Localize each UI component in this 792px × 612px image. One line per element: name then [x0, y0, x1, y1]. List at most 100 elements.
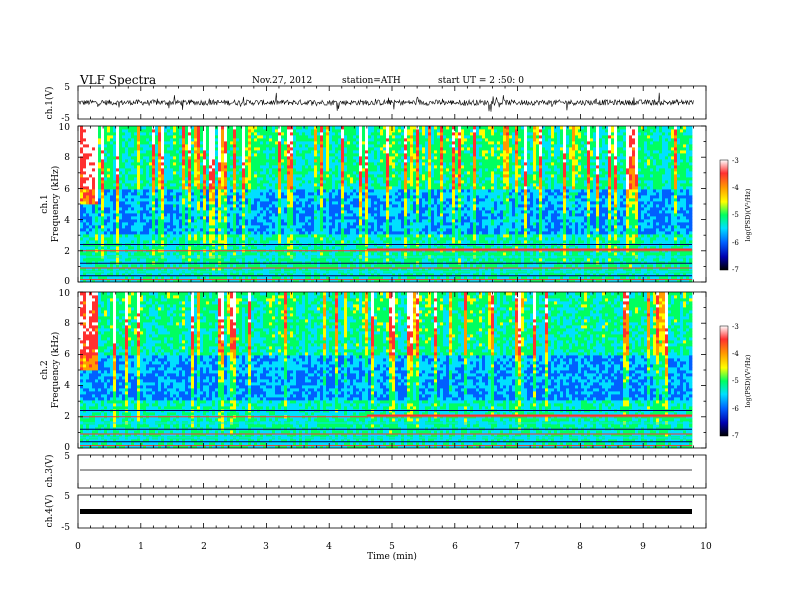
spectrogram-cell	[350, 168, 354, 172]
spectrogram-cell	[314, 186, 318, 190]
spectrogram-cell	[119, 192, 123, 196]
spectrogram-cell	[248, 186, 252, 190]
spectrogram-cell	[146, 186, 150, 190]
spectrogram-cell	[251, 261, 255, 265]
spectrogram-cell	[194, 138, 198, 142]
spectrogram-cell	[311, 261, 315, 265]
spectrogram-cell	[323, 246, 327, 250]
spectrogram-cell	[341, 159, 345, 163]
spectrogram-cell	[332, 234, 336, 238]
spectrogram-cell	[317, 210, 321, 214]
spectrogram-cell	[350, 261, 354, 265]
spectrogram-cell	[92, 159, 96, 163]
spectrogram-cell	[245, 213, 249, 217]
spectrogram-cell	[203, 195, 207, 199]
spectrogram-cell	[89, 189, 93, 193]
spectrogram-cell	[239, 207, 243, 211]
spectrogram-cell	[119, 213, 123, 217]
spectrogram-cell	[362, 189, 366, 193]
spectrogram-cell	[263, 237, 267, 241]
spectrogram-cell	[206, 267, 210, 271]
spectrogram-cell	[83, 234, 87, 238]
spectrogram-cell	[98, 261, 102, 265]
spectrogram-cell	[131, 207, 135, 211]
spectrogram-cell	[137, 195, 141, 199]
spectrogram-cell	[233, 186, 237, 190]
spectrogram-cell	[272, 180, 276, 184]
spectrogram-cell	[233, 231, 237, 235]
spectrogram-cell	[182, 126, 186, 130]
spectrogram-cell	[128, 252, 132, 256]
spectrogram-cell	[191, 210, 195, 214]
spectrogram-cell	[116, 147, 120, 151]
spectrogram-cell	[89, 159, 93, 163]
spectrogram-cell	[335, 213, 339, 217]
spectrogram-cell	[362, 222, 366, 226]
spectrogram-cell	[167, 231, 171, 235]
spectrogram-cell	[365, 162, 369, 166]
spectrogram-cell	[248, 273, 252, 277]
spectrogram-cell	[131, 180, 135, 184]
spectrogram-cell	[263, 147, 267, 151]
spectrogram-cell	[335, 186, 339, 190]
spectrogram-cell	[95, 207, 99, 211]
spectrogram-cell	[164, 171, 168, 175]
spectrogram-cell	[299, 237, 303, 241]
spectrogram-cell	[275, 261, 279, 265]
spectrogram-cell	[119, 126, 123, 130]
spectrogram-cell	[152, 264, 156, 268]
spectrogram-cell	[155, 219, 159, 223]
spectrogram-cell	[158, 252, 162, 256]
spectrogram-cell	[275, 228, 279, 232]
spectrogram-cell	[314, 234, 318, 238]
spectrogram-cell	[338, 162, 342, 166]
spectrogram-cell	[113, 150, 117, 154]
spectrogram-cell	[293, 267, 297, 271]
spectrogram-cell	[254, 207, 258, 211]
spectrogram-cell	[263, 258, 267, 262]
spectrogram-cell	[275, 165, 279, 169]
spectrogram-cell	[89, 264, 93, 268]
spectrogram-cell	[335, 267, 339, 271]
spectrogram-cell	[278, 216, 282, 220]
spectrogram-cell	[302, 162, 306, 166]
spectrogram-cell	[119, 210, 123, 214]
spectrogram-cell	[191, 231, 195, 235]
spectrogram-cell	[212, 177, 216, 181]
spectrogram-cell	[254, 246, 258, 250]
spectrogram-cell	[95, 183, 99, 187]
spectrogram-cell	[215, 159, 219, 163]
spectrogram-cell	[329, 204, 333, 208]
spectrogram-cell	[149, 264, 153, 268]
spectrogram-cell	[104, 273, 108, 277]
spectrogram-cell	[218, 258, 222, 262]
spectrogram-cell	[266, 276, 270, 280]
spectrogram-cell	[314, 174, 318, 178]
spectrogram-cell	[290, 162, 294, 166]
spectrogram-cell	[257, 177, 261, 181]
spectrogram-cell	[86, 180, 90, 184]
spectrogram-cell	[194, 246, 198, 250]
spectrogram-cell	[308, 186, 312, 190]
spectrogram-cell	[125, 258, 129, 262]
spectrogram-cell	[185, 222, 189, 226]
spectrogram-cell	[266, 279, 270, 283]
spectrogram-cell	[329, 168, 333, 172]
spectrogram-cell	[143, 144, 147, 148]
spectrogram-cell	[119, 219, 123, 223]
spectrogram-cell	[92, 141, 96, 145]
spectrogram-cell	[209, 234, 213, 238]
spectrogram-cell	[326, 201, 330, 205]
spectrogram-cell	[245, 168, 249, 172]
spectrogram-cell	[278, 261, 282, 265]
spectrogram-cell	[359, 180, 363, 184]
spectrogram-cell	[254, 153, 258, 157]
spectrogram-cell	[86, 216, 90, 220]
spectrogram-cell	[302, 171, 306, 175]
spectrogram-cell	[209, 186, 213, 190]
spectrogram-cell	[161, 198, 165, 202]
spectrogram-cell	[260, 162, 264, 166]
spectrogram-cell	[305, 177, 309, 181]
spectrogram-cell	[182, 183, 186, 187]
spectrogram-cell	[353, 183, 357, 187]
